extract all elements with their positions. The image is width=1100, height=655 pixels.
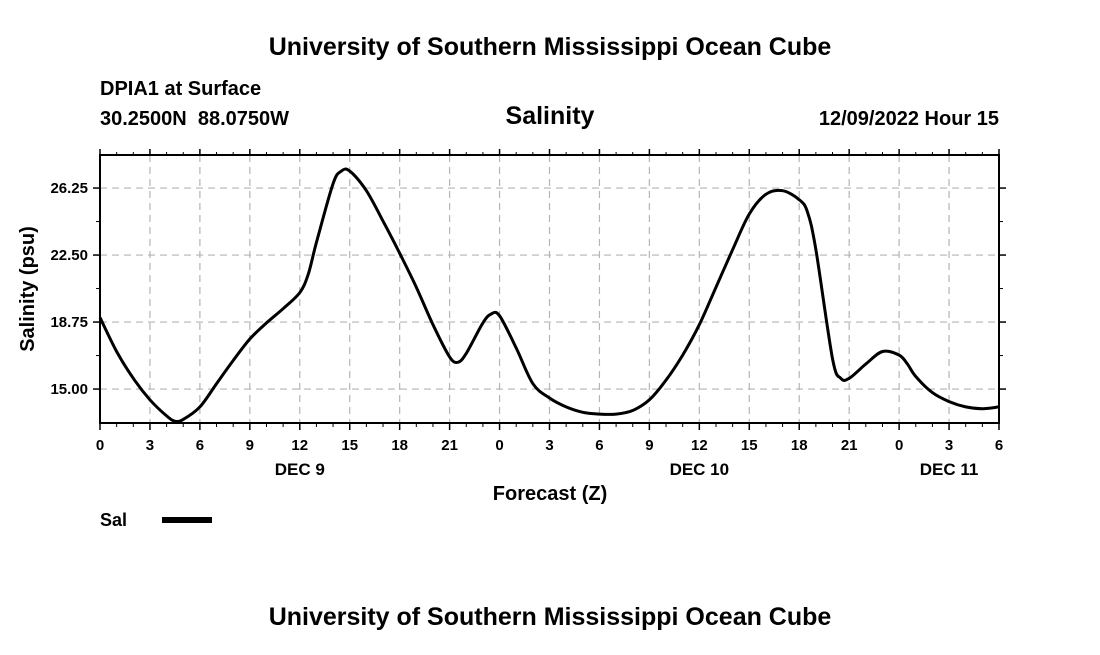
station-label: DPIA1 at Surface bbox=[100, 78, 261, 100]
tick-labels: 0 3 6 9 12 15 18 21 0 3 6 9 12 15 18 21 0 3 6 DEC 9 DEC 10 DE… bbox=[50, 180, 1003, 479]
x-day-label: DEC 10 bbox=[670, 460, 730, 479]
forecast-timestamp: 12/09/2022 Hour 15 bbox=[819, 108, 999, 130]
x-axis-label: Forecast (Z) bbox=[493, 483, 607, 505]
chart-title: Salinity bbox=[506, 102, 595, 130]
x-tick-label: 6 bbox=[196, 437, 204, 454]
x-tick-label: 6 bbox=[995, 437, 1003, 454]
x-tick-label: 21 bbox=[441, 437, 458, 454]
x-tick-label: 12 bbox=[691, 437, 708, 454]
x-tick-label: 9 bbox=[246, 437, 254, 454]
x-tick-label: 15 bbox=[341, 437, 358, 454]
x-tick-label: 18 bbox=[791, 437, 808, 454]
x-tick-label: 0 bbox=[96, 437, 104, 454]
x-tick-label: 18 bbox=[391, 437, 408, 454]
plot-frame bbox=[99, 154, 1000, 424]
x-tick-label: 21 bbox=[841, 437, 858, 454]
y-tick-label: 18.75 bbox=[50, 314, 88, 331]
y-tick-label: 22.50 bbox=[50, 247, 88, 264]
y-tick-label: 15.00 bbox=[50, 381, 88, 398]
grid-lines bbox=[100, 155, 999, 423]
x-tick-label: 3 bbox=[545, 437, 553, 454]
x-day-label: DEC 11 bbox=[920, 460, 979, 479]
x-tick-label: 3 bbox=[945, 437, 953, 454]
x-tick-label: 12 bbox=[291, 437, 308, 454]
x-tick-label: 0 bbox=[495, 437, 503, 454]
x-day-label: DEC 9 bbox=[275, 460, 325, 479]
series-line-sal bbox=[98, 167, 1000, 424]
station-coords: 30.2500N 88.0750W bbox=[100, 108, 289, 130]
x-tick-label: 6 bbox=[595, 437, 603, 454]
x-tick-label: 3 bbox=[146, 437, 154, 454]
page-title-bottom: University of Southern Mississippi Ocean… bbox=[269, 603, 832, 631]
series-layer bbox=[98, 167, 1000, 424]
x-tick-label: 0 bbox=[895, 437, 903, 454]
y-axis-label: Salinity (psu) bbox=[17, 226, 39, 352]
x-tick-label: 15 bbox=[741, 437, 758, 454]
y-tick-label: 26.25 bbox=[50, 180, 88, 197]
legend-label: Sal bbox=[100, 510, 127, 530]
x-tick-label: 9 bbox=[645, 437, 653, 454]
page-title-top: University of Southern Mississippi Ocean… bbox=[269, 33, 832, 61]
